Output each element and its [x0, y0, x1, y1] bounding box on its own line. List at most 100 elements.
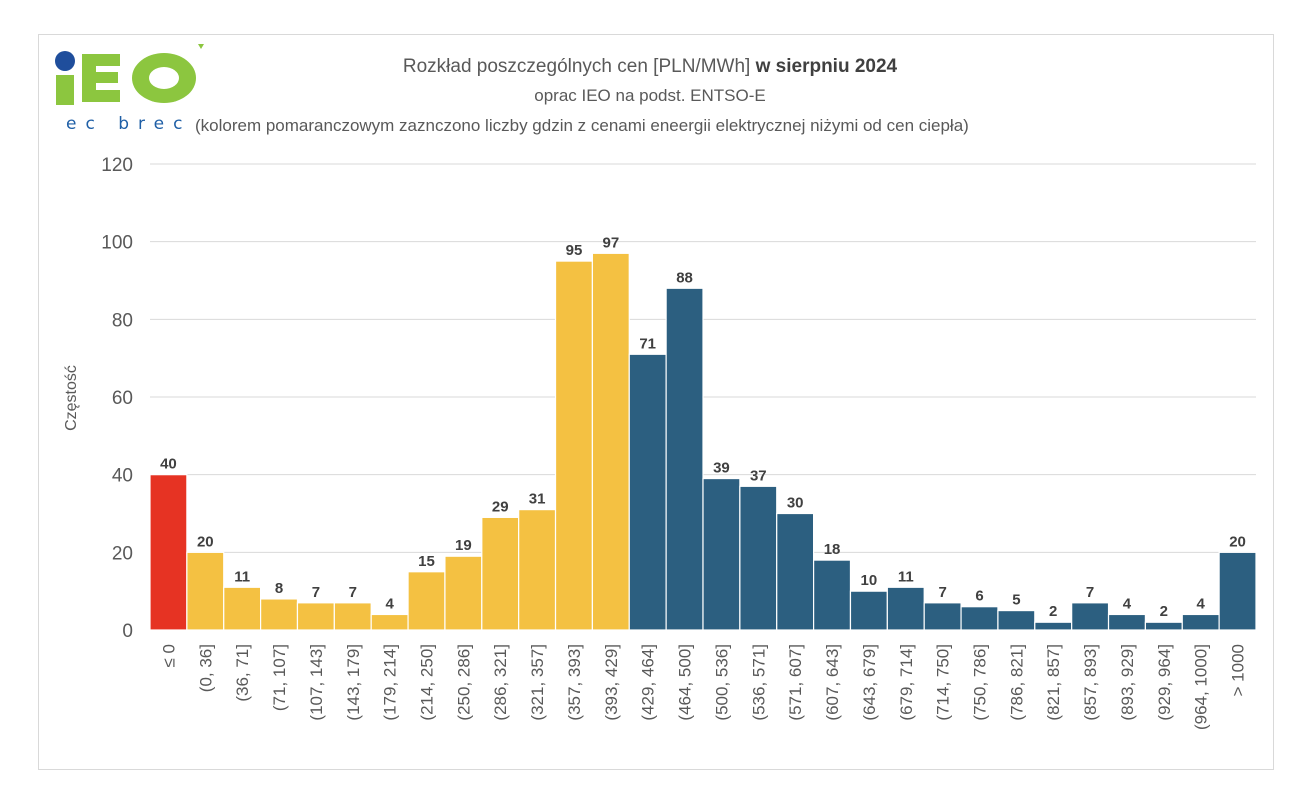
data-label: 5	[1012, 592, 1020, 609]
y-tick-label: 60	[112, 388, 133, 409]
y-tick-label: 100	[101, 233, 133, 254]
y-tick-label: 80	[112, 310, 133, 331]
x-tick-label: (929, 964]	[1155, 644, 1174, 721]
data-label: 31	[529, 491, 546, 508]
x-tick-label: (286, 321]	[491, 644, 510, 721]
bar	[886, 586, 925, 631]
y-tick-label: 20	[112, 543, 133, 564]
data-label: 11	[234, 568, 250, 585]
x-tick-label: (500, 536]	[712, 644, 731, 721]
data-label: 11	[898, 568, 914, 585]
x-tick-label: (71, 107]	[270, 644, 289, 711]
x-tick-label: (750, 786]	[971, 644, 990, 721]
bar	[1218, 551, 1257, 631]
data-label: 30	[787, 495, 804, 512]
data-label: 4	[385, 595, 394, 612]
bar	[407, 571, 446, 631]
bar	[812, 559, 852, 631]
bar	[223, 586, 262, 631]
x-tick-label: (429, 464]	[639, 644, 658, 721]
bar	[591, 252, 630, 631]
data-label: 10	[861, 572, 878, 589]
bar	[960, 606, 999, 631]
data-label: 88	[676, 269, 693, 286]
y-tick-label: 120	[101, 155, 133, 176]
x-tick-label: (357, 393]	[565, 644, 584, 721]
bar	[444, 555, 483, 631]
data-label: 8	[275, 580, 283, 597]
data-label: 29	[492, 498, 509, 515]
chart-subtitle: oprac IEO na podst. ENTSO-E	[534, 86, 766, 105]
x-tick-label: (464, 500]	[676, 644, 695, 721]
x-tick-label: (393, 429]	[602, 644, 621, 721]
x-tick-label: (679, 714]	[897, 644, 916, 721]
x-tick-label: (107, 143]	[307, 644, 326, 721]
x-tick-label: > 1000	[1229, 644, 1248, 696]
data-label: 37	[750, 467, 767, 484]
x-tick-label: (821, 857]	[1044, 644, 1063, 721]
bar	[702, 477, 741, 631]
bar	[518, 509, 557, 631]
x-tick-label: ≤ 0	[159, 644, 178, 668]
bar	[923, 602, 962, 631]
data-label: 19	[455, 537, 472, 554]
data-label: 40	[160, 456, 177, 473]
data-label: 6	[975, 588, 983, 605]
data-label: 7	[1086, 584, 1094, 601]
bar	[370, 613, 409, 631]
data-label: 97	[602, 234, 619, 251]
x-tick-label: (786, 821]	[1007, 644, 1026, 721]
x-tick-label: (179, 214]	[381, 644, 400, 721]
y-tick-label: 40	[112, 466, 133, 487]
data-label: 7	[938, 584, 946, 601]
x-tick-label: (143, 179]	[344, 644, 363, 721]
bar	[554, 260, 593, 631]
bar	[1107, 613, 1146, 631]
x-tick-label: (36, 71]	[233, 644, 252, 702]
bar	[149, 474, 188, 631]
bar	[997, 609, 1036, 631]
x-tick-label: (321, 357]	[528, 644, 547, 721]
chart-title: Rozkład poszczególnych cen [PLN/MWh] w s…	[402, 56, 898, 77]
bar	[1181, 613, 1220, 631]
bar	[776, 512, 815, 631]
x-tick-label: (964, 1000]	[1192, 644, 1211, 730]
ieo-logo	[55, 44, 204, 105]
x-tick-label: (857, 893]	[1081, 644, 1100, 721]
data-label: 7	[312, 584, 320, 601]
data-label: 39	[713, 460, 730, 477]
x-tick-label: (714, 750]	[934, 644, 953, 721]
bar	[186, 551, 225, 631]
data-label: 2	[1160, 603, 1168, 620]
x-tick-label: (250, 286]	[454, 644, 473, 721]
bar	[333, 602, 372, 631]
data-label: 20	[1229, 533, 1246, 550]
bar	[1071, 602, 1110, 631]
y-tick-label: 0	[122, 621, 133, 642]
y-axis-label: Częstość	[63, 365, 80, 431]
data-label: 95	[566, 242, 583, 259]
data-label: 15	[418, 553, 435, 570]
data-label: 20	[197, 533, 214, 550]
bar	[1144, 621, 1183, 631]
data-label: 7	[349, 584, 357, 601]
bar	[849, 590, 888, 631]
x-tick-label: (571, 607]	[786, 644, 805, 721]
data-label: 71	[639, 335, 656, 352]
logo-subtitle: ec brec	[66, 114, 192, 134]
chart-note: (kolorem pomaranczowym zaznczono liczby …	[195, 116, 969, 135]
x-tick-label: (893, 929]	[1118, 644, 1137, 721]
bar	[260, 598, 299, 631]
bar	[739, 485, 778, 631]
data-label: 2	[1049, 603, 1057, 620]
bar	[481, 516, 520, 631]
data-label: 4	[1123, 595, 1132, 612]
bar	[628, 353, 667, 631]
x-tick-label: (643, 679]	[860, 644, 879, 721]
x-tick-label: (214, 250]	[418, 644, 437, 721]
x-tick-label: (536, 571]	[749, 644, 768, 721]
bar	[296, 602, 335, 631]
x-tick-label: (0, 36]	[196, 644, 215, 692]
bar	[665, 287, 704, 631]
